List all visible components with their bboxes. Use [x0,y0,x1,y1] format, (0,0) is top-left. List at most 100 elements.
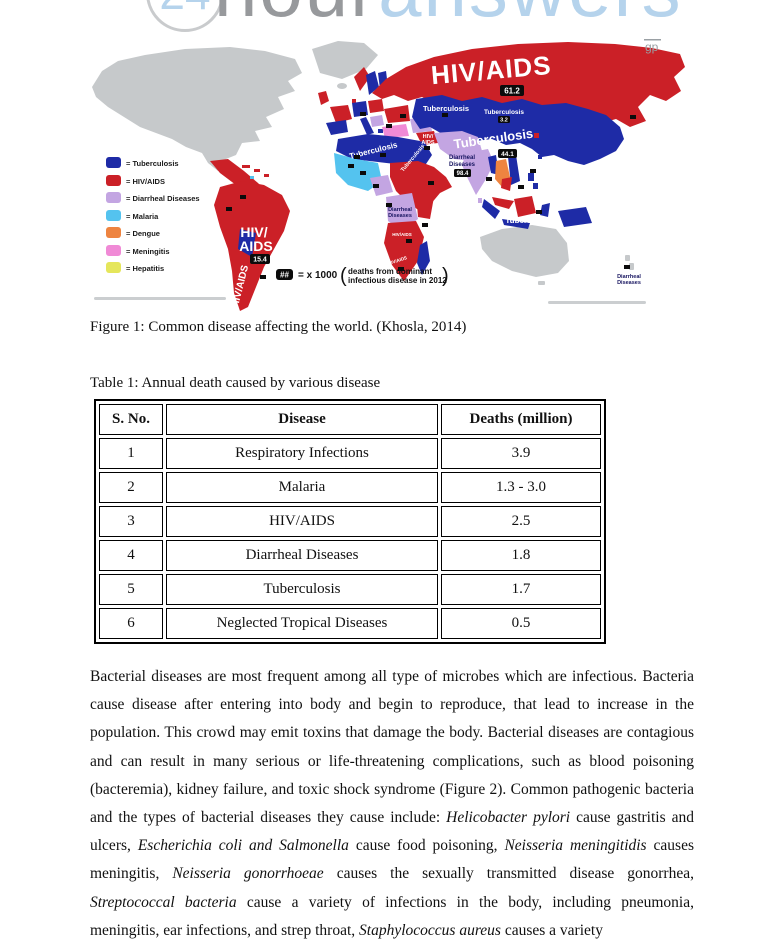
annotation-badge-bg [276,269,293,280]
header-deaths: Deaths (million) [441,404,601,435]
table-row: 3 HIV/AIDS 2.5 [99,506,601,537]
site-logo: houranswers [214,0,683,28]
label-south-america-hiv-1: HIV/ [240,224,267,240]
cell-sno: 6 [99,608,163,639]
annotation-paren-close: ) [442,265,449,287]
table1-title: Table 1: Annual death caused by various … [90,375,381,391]
badge-india-value: 98.4 [457,171,469,177]
badge-mongolia-bg [498,116,510,123]
table-row: 2 Malaria 1.3 - 3.0 [99,472,601,503]
region-malaysia [492,197,514,209]
cell-disease: Diarrheal Diseases [166,540,438,571]
cell-sno: 2 [99,472,163,503]
region-spain [326,120,348,135]
logo-24: 24 [159,0,210,20]
region-madagascar [417,241,430,275]
legend-swatch-diarrheal [106,192,121,203]
logo-hour-text: hour [214,0,378,33]
cell-deaths: 3.9 [441,438,601,469]
label-mideast-hiv-2: AIDS [421,140,434,146]
legend-swatch-dengue [106,227,121,238]
legend-swatch-malaria [106,210,121,221]
region-bolivia [238,229,256,257]
table1-annual-deaths: S. No. Disease Deaths (million) 1 Respir… [94,399,606,644]
legend-label-meningitis: = Meningitis [126,247,170,256]
region-southern-africa [384,221,424,281]
region-caribbean [264,174,269,177]
region-philippines-2 [533,183,538,189]
badge-south-america-value: 15.4 [253,257,267,264]
region-iceland [337,83,347,89]
region-sulawesi [540,203,550,217]
region-borneo [514,196,536,217]
cell-deaths: 1.8 [441,540,601,571]
region-cuba [242,165,250,168]
region-india [462,149,494,195]
legend-label-hiv: = HIV/AIDS [126,177,165,186]
annotation-badge-text: ## [280,271,289,280]
region-nigeria [370,175,393,196]
label-india-diarrheal-2: Diseases [449,162,476,168]
table-header-row: S. No. Disease Deaths (million) [99,404,601,435]
region-sri-lanka [478,198,482,203]
region-norway [354,67,370,91]
legend-swatch-meningitis [106,245,121,256]
annotation-line2: infectious disease in 2012 [348,276,447,285]
map-source-smudge-left [94,297,226,300]
map-key-annotation: ## = x 1000 ( deaths from dominant infec… [276,265,449,287]
gp-watermark: gp [644,39,661,54]
cell-disease: Respiratory Infections [166,438,438,469]
cell-disease: HIV/AIDS [166,506,438,537]
region-balkans [370,115,384,127]
label-south-america-hiv-2: AIDS [239,238,272,254]
region-tasmania [538,281,545,285]
header-sno: S. No. [99,404,163,435]
region-sweden [366,71,379,95]
region-denmark [352,99,356,103]
region-uk [318,91,329,105]
region-ukraine [384,105,410,123]
cell-deaths: 2.5 [441,506,601,537]
region-java [502,219,530,229]
badge-russia-value: 61.2 [504,87,520,96]
cell-sno: 3 [99,506,163,537]
label-indonesia-tb: Tuberculosis [505,216,555,225]
cell-sno: 5 [99,574,163,605]
region-taiwan [538,155,542,159]
badge-russia-bg [500,85,524,96]
label-mideast-hiv-1: HIV/ [423,134,434,140]
badge-india-bg [454,169,471,177]
label-india-diarrheal-1: Diarrheal [449,155,475,161]
cell-deaths: 1.3 - 3.0 [441,472,601,503]
figure1-caption: Figure 1: Common disease affecting the w… [90,319,467,335]
region-russia [372,42,685,127]
badge-mongolia: 3.2 [498,116,510,124]
logo-answers-text: answers [378,0,682,33]
cell-sno: 4 [99,540,163,571]
region-west-africa-malaria [334,153,382,191]
cell-disease: Malaria [166,472,438,503]
region-new-guinea [558,207,592,227]
legend-label-tuberculosis: = Tuberculosis [126,159,179,168]
figure1-disease-map: HIV/AIDS 61.2 Tuberculosis Tuberculosis … [90,35,690,315]
badge-mongolia-value: 3.2 [500,118,508,124]
label-kazakhstan-tb: Tuberculosis [423,104,469,113]
region-east-africa [416,193,434,219]
cell-sno: 1 [99,438,163,469]
region-greece [378,129,383,133]
cell-disease: Tuberculosis [166,574,438,605]
label-congo-diarrheal-1: Diarrheal [388,207,412,213]
label-mongolia-tb: Tuberculosis [484,109,524,116]
cell-deaths: 1.7 [441,574,601,605]
body-paragraph: Bacterial diseases are most frequent amo… [90,668,694,939]
label-nz-diarrheal-1: Diarrheal [617,274,641,280]
region-philippines-1 [528,173,534,181]
annotation-formula: = x 1000 [298,270,338,281]
region-north-america [92,47,302,171]
region-central-asia-china [412,95,624,165]
badge-india: 98.4 [454,169,471,177]
region-poland [368,99,384,113]
legend-label-dengue: = Dengue [126,229,160,238]
region-australia [480,225,569,277]
